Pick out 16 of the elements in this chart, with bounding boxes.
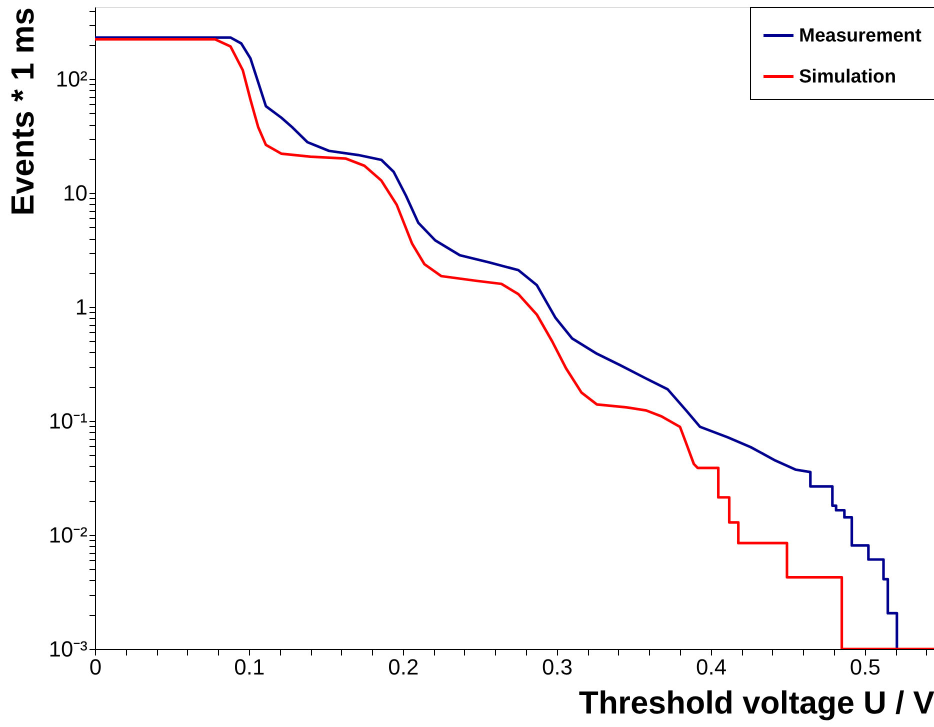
y-tick-label: 10⁻¹ bbox=[48, 408, 88, 434]
legend-label: Measurement bbox=[799, 26, 922, 46]
legend-label: Simulation bbox=[799, 66, 896, 88]
x-tick-label: 0.3 bbox=[542, 654, 573, 680]
x-tick-label: 0.4 bbox=[696, 654, 727, 680]
x-tick-label: 0 bbox=[89, 654, 102, 680]
x-tick-label: 0.2 bbox=[388, 654, 419, 680]
y-tick-label: 10 bbox=[63, 180, 88, 206]
y-tick-label: 1 bbox=[75, 294, 88, 320]
y-axis-title: Events * 1 ms bbox=[4, 8, 41, 216]
x-axis-title: Threshold voltage U / V bbox=[578, 684, 934, 720]
y-tick-label: 10⁻² bbox=[48, 522, 88, 548]
x-tick-label: 0.1 bbox=[234, 654, 265, 680]
y-tick-label: 10⁻³ bbox=[48, 636, 88, 662]
y-tick-label: 10² bbox=[56, 66, 88, 92]
x-tick-label: 0.5 bbox=[850, 654, 881, 680]
